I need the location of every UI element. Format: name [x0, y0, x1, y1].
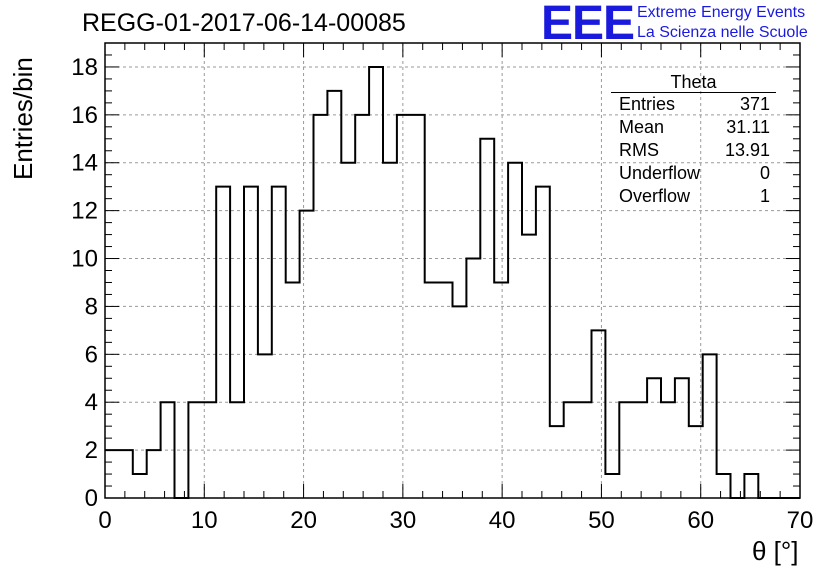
histogram-bar: [717, 474, 731, 498]
histogram-bar: [327, 91, 341, 498]
y-axis-label: Entries/bin: [8, 57, 38, 180]
eee-logo-icon: EEE: [541, 0, 635, 50]
axis-ticks: [104, 42, 801, 499]
logo-text-line2: La Scienza nelle Scuole: [637, 24, 808, 41]
y-tick-label: 18: [71, 54, 98, 81]
y-tick-label: 4: [85, 389, 98, 416]
histogram-bar: [703, 354, 717, 498]
stats-value: 31.11: [726, 117, 770, 137]
stats-label: Underflow: [619, 163, 701, 183]
histogram-bar: [244, 187, 258, 498]
stats-row-underflow: Underflow 0: [611, 162, 776, 185]
histogram-bar: [341, 163, 355, 498]
y-tick-label: 2: [85, 437, 98, 464]
grid-lines: [105, 43, 800, 498]
stats-label: Entries: [619, 94, 676, 114]
histogram-bar: [286, 282, 300, 498]
stats-row-mean: Mean 31.11: [611, 116, 776, 139]
stats-label: Overflow: [619, 186, 691, 206]
histogram-bar: [439, 282, 453, 498]
stats-value: 1: [759, 186, 770, 206]
histogram-bar: [466, 259, 480, 498]
x-tick-label: 50: [588, 507, 615, 534]
histogram-bar: [119, 450, 133, 498]
x-tick-label: 70: [787, 507, 814, 534]
histogram-outline: [105, 65, 800, 499]
histogram-bar: [272, 187, 286, 498]
histogram-bar: [522, 235, 536, 498]
histogram-bar: [383, 163, 397, 498]
stats-label: Mean: [619, 117, 665, 137]
y-tick-label: 8: [85, 293, 98, 320]
x-axis-label: θ [°]: [752, 536, 799, 566]
histogram-bar: [536, 187, 550, 498]
histogram-bar: [647, 378, 661, 498]
histogram-bar: [147, 450, 161, 498]
histogram-bar: [508, 163, 522, 498]
histogram-bar: [494, 282, 508, 498]
page-title: REGG-01-2017-06-14-00085: [82, 9, 406, 37]
x-tick-label: 10: [191, 507, 218, 534]
histogram-bar: [744, 474, 758, 498]
histogram-bar: [369, 67, 383, 498]
y-tick-label: 12: [71, 198, 98, 225]
histogram-bar: [592, 330, 606, 498]
stats-box: Theta Entries 371 Mean 31.11 RMS 13.91 U…: [611, 72, 776, 208]
histogram-bar: [216, 187, 230, 498]
y-tick-label: 10: [71, 246, 98, 273]
histogram-bar: [480, 139, 494, 498]
histogram-bar: [605, 474, 619, 498]
stats-value: 13.91: [724, 140, 770, 160]
y-tick-label: 14: [71, 150, 98, 177]
histogram-bar: [425, 282, 439, 498]
histogram-bar: [258, 354, 272, 498]
y-tick-label: 6: [85, 341, 98, 368]
histogram-bar: [397, 115, 411, 498]
stats-value: 0: [759, 163, 770, 183]
y-tick-label: 16: [71, 102, 98, 129]
y-tick-label: 0: [85, 485, 98, 512]
x-tick-label: 0: [98, 507, 111, 534]
x-tick-label: 60: [687, 507, 714, 534]
stats-row-overflow: Overflow 1: [611, 185, 776, 208]
x-tick-label: 20: [290, 507, 317, 534]
stats-row-entries: Entries 371: [611, 93, 776, 116]
stats-value: 371: [739, 94, 770, 114]
histogram-bar: [550, 426, 564, 498]
logo-text-line1: Extreme Energy Events: [637, 4, 806, 21]
x-tick-label: 40: [489, 507, 516, 534]
stats-label: RMS: [619, 140, 659, 160]
histogram-bar: [675, 378, 689, 498]
stats-title: Theta: [611, 72, 776, 93]
stats-row-rms: RMS 13.91: [611, 139, 776, 162]
x-tick-label: 30: [390, 507, 417, 534]
histogram-bars: [105, 65, 800, 499]
